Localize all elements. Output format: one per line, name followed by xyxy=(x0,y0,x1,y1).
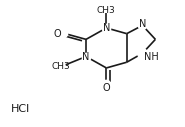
Text: O: O xyxy=(102,83,110,93)
Text: CH3: CH3 xyxy=(97,6,116,15)
Text: HCl: HCl xyxy=(11,104,30,114)
Text: N: N xyxy=(103,23,110,33)
Text: NH: NH xyxy=(144,52,159,62)
Text: N: N xyxy=(139,19,146,29)
Text: N: N xyxy=(82,52,90,61)
Text: O: O xyxy=(53,29,61,39)
Text: CH3: CH3 xyxy=(52,62,70,71)
